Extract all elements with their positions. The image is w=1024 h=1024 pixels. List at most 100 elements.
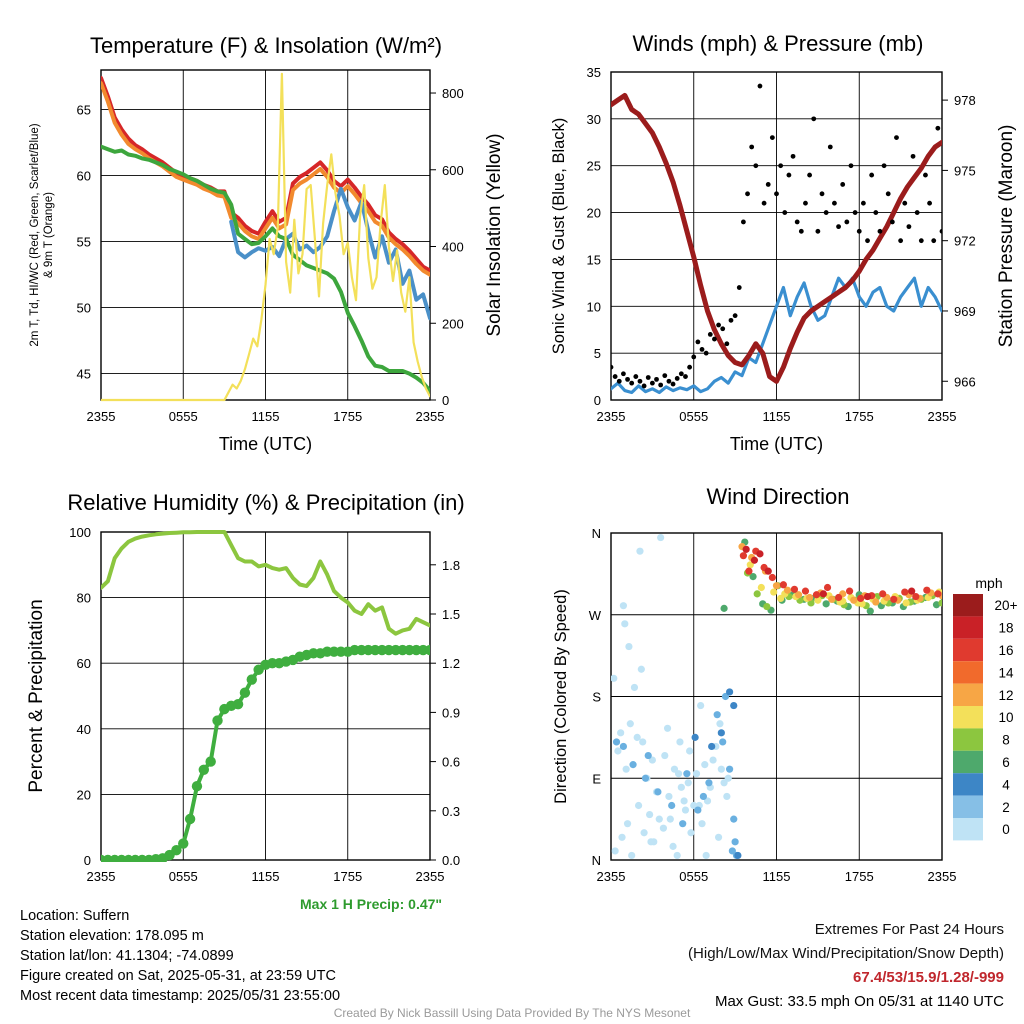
y-axis-label: Sonic Wind & Gust (Blue, Black)	[550, 118, 568, 355]
direction-point	[746, 561, 754, 569]
series-line	[611, 92, 942, 384]
legend-label: 12	[998, 688, 1013, 703]
gust-point	[625, 376, 630, 382]
y2-tick-label: 966	[954, 374, 976, 389]
direction-point	[683, 770, 691, 778]
y2-axis-label: Solar Insolation (Yellow)	[484, 133, 505, 336]
gust-point	[906, 224, 912, 230]
direction-point	[709, 756, 717, 764]
direction-point	[628, 851, 636, 860]
gust-point	[612, 374, 618, 379]
direction-point	[698, 820, 706, 828]
extremes-subtitle: (High/Low/Max Wind/Precipitation/Snow De…	[688, 945, 1004, 962]
precip-marker	[178, 838, 189, 849]
y2-tick-label: 200	[442, 316, 464, 331]
direction-point	[756, 550, 764, 558]
direction-point	[673, 851, 681, 860]
recent-text: Most recent data timestamp: 2025/05/31 2…	[20, 988, 341, 1004]
direction-point	[777, 594, 785, 603]
x-tick-label: 1155	[252, 869, 280, 884]
precip-marker	[246, 674, 257, 685]
direction-point	[890, 595, 898, 603]
legend-swatch	[953, 661, 983, 684]
legend-swatch	[953, 706, 983, 729]
gust-point	[869, 172, 875, 178]
gust-point	[674, 376, 680, 381]
legend-swatch	[953, 818, 983, 841]
y-tick-label: 0	[84, 853, 91, 868]
gust-point	[881, 163, 887, 169]
gust-point	[918, 238, 924, 244]
precip-marker	[191, 781, 203, 792]
gust-point	[823, 210, 829, 215]
x-tick-label: 2355	[928, 409, 957, 424]
y-tick-label: 20	[587, 206, 601, 221]
direction-point	[923, 586, 931, 594]
direction-point	[764, 567, 772, 575]
precip-marker	[232, 699, 244, 710]
direction-point	[619, 742, 628, 751]
gust-point	[836, 224, 841, 230]
gust-point	[827, 144, 833, 150]
y-tick-label: 80	[77, 591, 91, 606]
direction-point	[687, 829, 695, 837]
direction-point	[768, 573, 776, 582]
y-tick-label: 5	[594, 346, 601, 361]
gust-point	[782, 210, 788, 215]
y2-tick-label: 1.2	[442, 656, 460, 671]
direction-point	[648, 756, 656, 764]
direction-point	[640, 829, 648, 837]
direction-point	[720, 604, 728, 612]
y2-tick-label: 0.0	[442, 853, 460, 868]
direction-point	[745, 567, 753, 575]
y-tick-label: 25	[587, 159, 601, 174]
x-tick-label: 0555	[169, 869, 198, 884]
direction-point	[739, 552, 748, 560]
y-tick-label: N	[592, 526, 601, 541]
x-tick-label: 2355	[597, 869, 626, 884]
direction-point	[763, 602, 771, 611]
x-tick-label: 0555	[679, 869, 708, 884]
series-group	[101, 72, 430, 402]
series-group	[611, 83, 942, 395]
y-tick-label: E	[592, 771, 601, 786]
legend-label: 4	[1002, 777, 1010, 792]
direction-point	[812, 591, 821, 599]
gust-point	[860, 200, 866, 206]
direction-point	[629, 761, 637, 769]
direction-point	[623, 820, 632, 828]
y-tick-label: 40	[77, 722, 91, 737]
x-tick-label: 2355	[928, 869, 957, 884]
y-tick-label: S	[592, 690, 601, 705]
direction-point	[845, 587, 854, 595]
gust-point	[931, 238, 937, 244]
y-tick-label: 65	[77, 103, 91, 118]
direction-point	[724, 774, 732, 782]
gust-point	[703, 350, 709, 356]
y2-tick-label: 972	[954, 234, 976, 249]
gust-point	[803, 200, 808, 206]
gust-point	[641, 383, 647, 389]
gust-point	[765, 182, 771, 187]
location-text: Location: Suffern	[20, 908, 130, 924]
gust-point	[683, 374, 688, 379]
gust-point	[840, 182, 846, 187]
y-tick-label: 0	[594, 393, 601, 408]
series-group	[611, 533, 942, 860]
gust-point	[654, 376, 659, 382]
y-tick-label: 15	[587, 252, 601, 267]
direction-point	[680, 797, 688, 805]
direction-point	[665, 792, 673, 801]
direction-point	[622, 765, 630, 773]
direction-point	[726, 688, 734, 696]
legend-swatch	[953, 750, 983, 774]
x-axis-label: Time (UTC)	[219, 434, 312, 454]
gust-point	[898, 238, 904, 244]
direction-point	[770, 588, 778, 596]
direction-point	[857, 594, 865, 603]
direction-point	[670, 765, 679, 773]
direction-point	[721, 692, 730, 701]
precip-marker	[184, 813, 196, 825]
wind-pressure-panel: Winds (mph) & Pressure (mb) 2355 0555 1155 1…	[550, 31, 1017, 454]
direction-point	[666, 815, 674, 823]
